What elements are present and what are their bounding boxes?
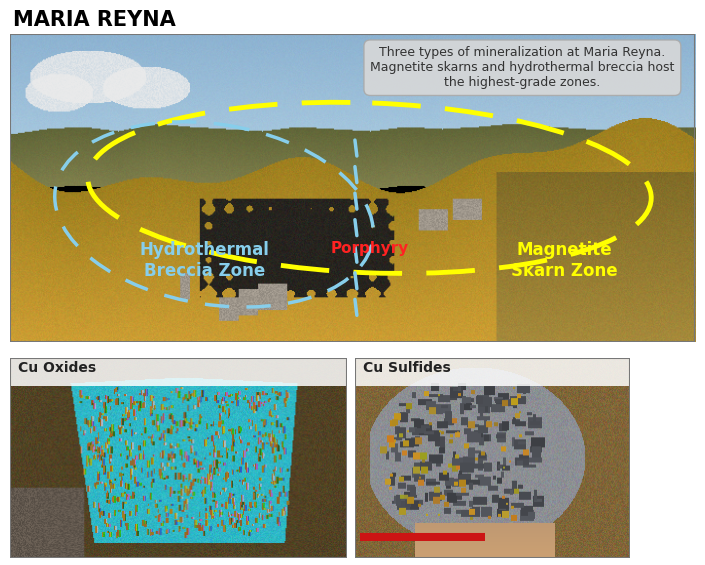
Text: MARIA REYNA: MARIA REYNA [13, 10, 176, 30]
Text: Magnetite
Skarn Zone: Magnetite Skarn Zone [510, 241, 617, 280]
Text: Cu Sulfides: Cu Sulfides [363, 360, 451, 375]
Text: Cu Oxides: Cu Oxides [18, 360, 96, 375]
Text: Hydrothermal
Breccia Zone: Hydrothermal Breccia Zone [140, 241, 269, 280]
Text: Porphyry: Porphyry [331, 241, 409, 256]
Text: Three types of mineralization at Maria Reyna.
Magnetite skarns and hydrothermal : Three types of mineralization at Maria R… [370, 46, 675, 89]
FancyBboxPatch shape [355, 358, 630, 386]
FancyBboxPatch shape [10, 358, 347, 386]
